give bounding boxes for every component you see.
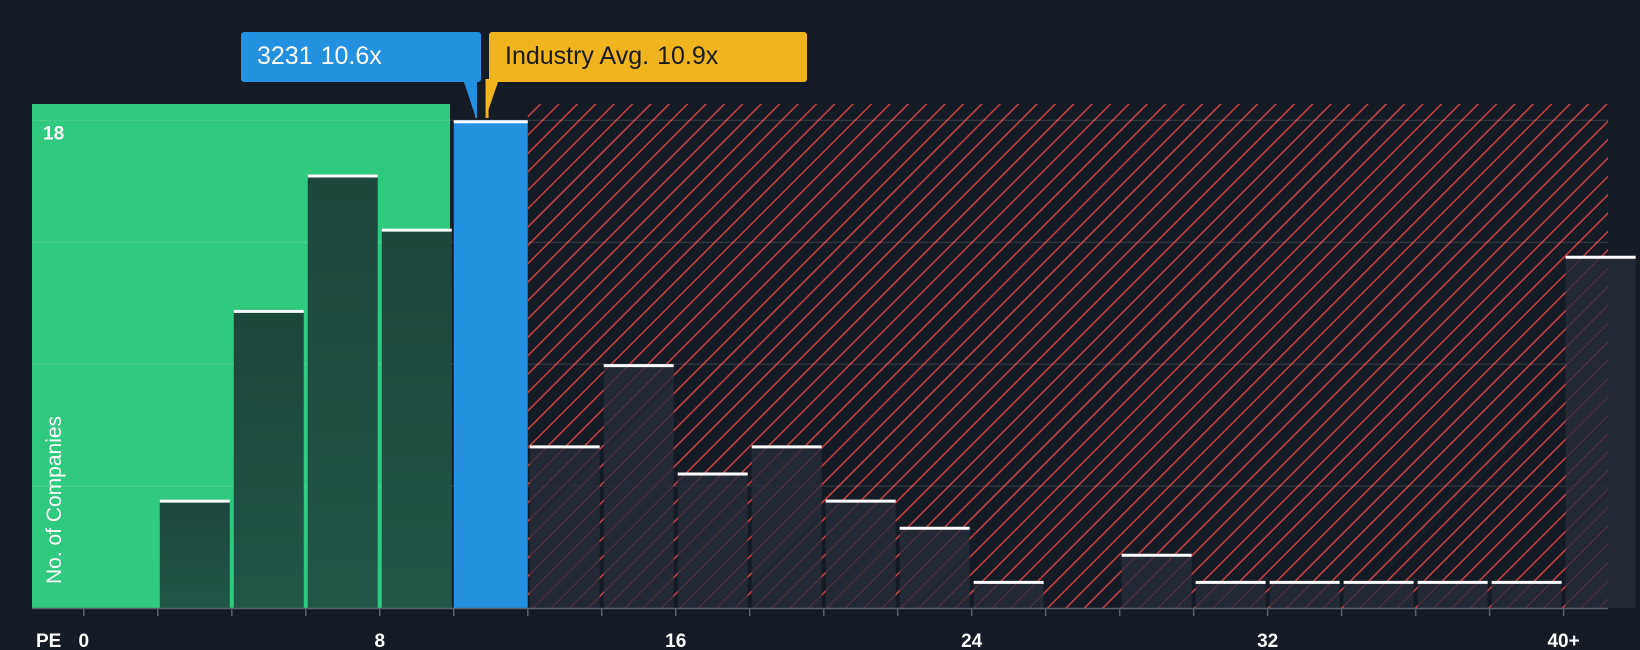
x-tick-label: 0 — [79, 631, 90, 650]
x-tick-label: 8 — [374, 631, 385, 650]
histogram-bar — [1195, 580, 1266, 608]
company-pointer — [462, 79, 476, 118]
histogram-bar — [1417, 580, 1488, 608]
x-tick-label: 32 — [1257, 631, 1278, 650]
histogram-bar — [1491, 580, 1562, 608]
histogram-bar — [899, 526, 970, 608]
x-tick-label: 24 — [961, 631, 983, 650]
company-ticker: 3231 — [257, 42, 313, 70]
histogram-bar — [381, 228, 452, 609]
y-axis-title: No. of Companies — [43, 415, 66, 585]
histogram-bar — [677, 472, 748, 608]
histogram-bar — [1121, 553, 1192, 608]
histogram-bar — [307, 174, 378, 609]
industry-pointer — [487, 79, 500, 114]
histogram-bar — [1269, 580, 1340, 608]
x-axis-title: PE — [36, 631, 61, 650]
histogram-bar — [529, 445, 600, 608]
histogram-bar — [751, 445, 822, 608]
industry-avg-value: 10.9x — [657, 42, 719, 70]
histogram-bar — [1343, 580, 1414, 608]
industry-avg-label: Industry Avg. — [505, 42, 650, 70]
industry-avg-callout: Industry Avg. 10.9x — [489, 32, 807, 82]
company-bar — [453, 120, 528, 609]
x-tick-label: 40+ — [1547, 631, 1579, 650]
x-tick-label: 16 — [665, 631, 686, 650]
histogram-bar — [825, 499, 896, 608]
histogram-bar — [233, 309, 304, 608]
histogram-bar — [973, 580, 1044, 608]
histogram-bar — [603, 364, 674, 608]
y-tick-label: 18 — [43, 123, 64, 144]
histogram-bar — [1565, 255, 1636, 608]
company-pe-callout: 3231 10.6x — [241, 32, 481, 82]
company-pe-value: 10.6x — [320, 42, 382, 70]
histogram-bar — [159, 499, 230, 608]
